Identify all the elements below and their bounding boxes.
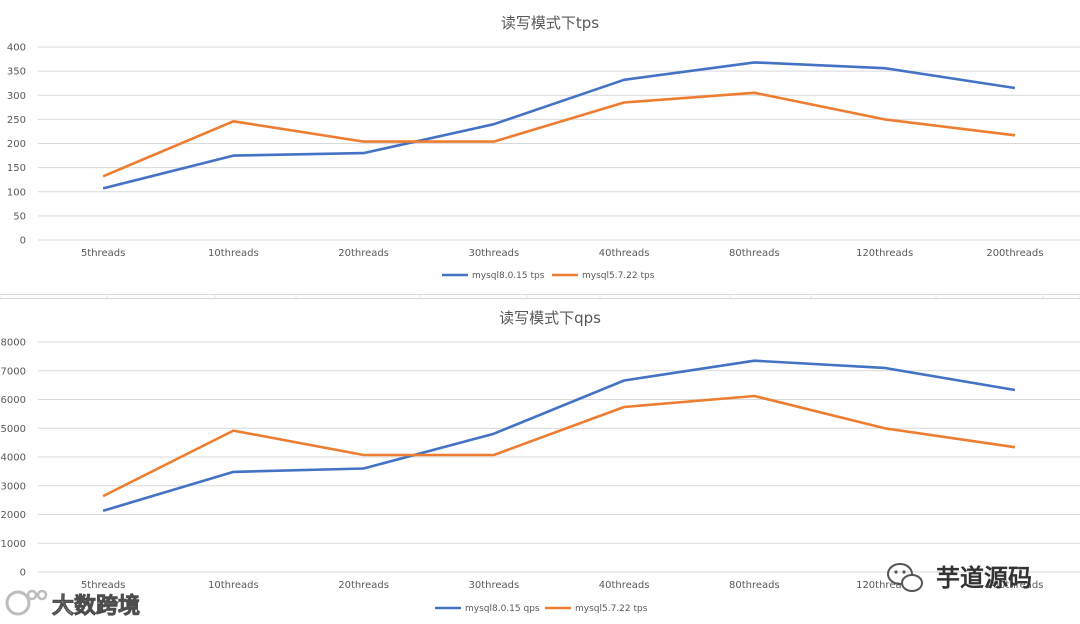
x-tick-label: 30threads: [469, 248, 520, 259]
y-tick-label: 400: [7, 43, 26, 54]
y-tick-label: 8000: [1, 338, 26, 349]
qps-chart-title: 读写模式下qps: [499, 309, 601, 327]
y-tick-label: 0: [20, 568, 26, 579]
y-tick-label: 5000: [1, 424, 26, 435]
series-line-0[interactable]: [103, 62, 1015, 188]
tps-chart-title: 读写模式下tps: [501, 14, 599, 32]
wechat-icon: [888, 564, 922, 591]
y-tick-label: 7000: [1, 366, 26, 377]
x-tick-label: 10threads: [208, 580, 259, 591]
right-watermark: 芋道源码: [880, 556, 1076, 600]
x-tick-label: 5threads: [81, 248, 125, 259]
y-tick-label: 2000: [1, 510, 26, 521]
x-tick-label: 80threads: [729, 580, 780, 591]
y-tick-label: 50: [13, 211, 26, 222]
y-tick-label: 4000: [1, 453, 26, 464]
legend-label: mysql8.0.15 tps: [472, 271, 545, 281]
series-line-1[interactable]: [103, 93, 1015, 177]
legend-label: mysql8.0.15 qps: [465, 604, 540, 614]
left-watermark-text: 大数跨境: [52, 593, 140, 619]
left-watermark: 大数跨境: [0, 585, 160, 621]
x-tick-label: 200threads: [986, 248, 1043, 259]
x-tick-label: 10threads: [208, 248, 259, 259]
x-tick-label: 40threads: [599, 580, 650, 591]
y-tick-label: 3000: [1, 481, 26, 492]
x-tick-label: 80threads: [729, 248, 780, 259]
tps-chart[interactable]: 读写模式下tps 0 50 100 150 200 250 300 350 400 5thread…: [0, 0, 1080, 295]
y-tick-label: 6000: [1, 395, 26, 406]
y-tick-label: 150: [7, 163, 26, 174]
y-tick-label: 100: [7, 187, 26, 198]
tps-chart-svg: 读写模式下tps 0 50 100 150 200 250 300 350 400 5thread…: [0, 0, 1080, 294]
y-tick-label: 1000: [1, 539, 26, 550]
x-tick-label: 120threads: [856, 248, 913, 259]
y-tick-label: 250: [7, 115, 26, 126]
x-tick-label: 30threads: [469, 580, 520, 591]
right-watermark-text: 芋道源码: [936, 564, 1032, 592]
x-tick-label: 40threads: [599, 248, 650, 259]
y-tick-label: 300: [7, 91, 26, 102]
series-line-0[interactable]: [103, 361, 1015, 511]
y-tick-label: 350: [7, 67, 26, 78]
tps-plot-area: 0 50 100 150 200 250 300 350 400 5threads 10thread…: [7, 43, 1080, 282]
legend-label: mysql5.7.22 tps: [575, 604, 648, 614]
x-tick-label: 20threads: [338, 248, 389, 259]
y-tick-label: 0: [20, 236, 26, 247]
x-tick-label: 20threads: [338, 580, 389, 591]
y-tick-label: 200: [7, 139, 26, 150]
watermark-logo-icon: [7, 591, 46, 614]
legend-label: mysql5.7.22 tps: [582, 271, 655, 281]
series-line-1[interactable]: [103, 396, 1015, 496]
